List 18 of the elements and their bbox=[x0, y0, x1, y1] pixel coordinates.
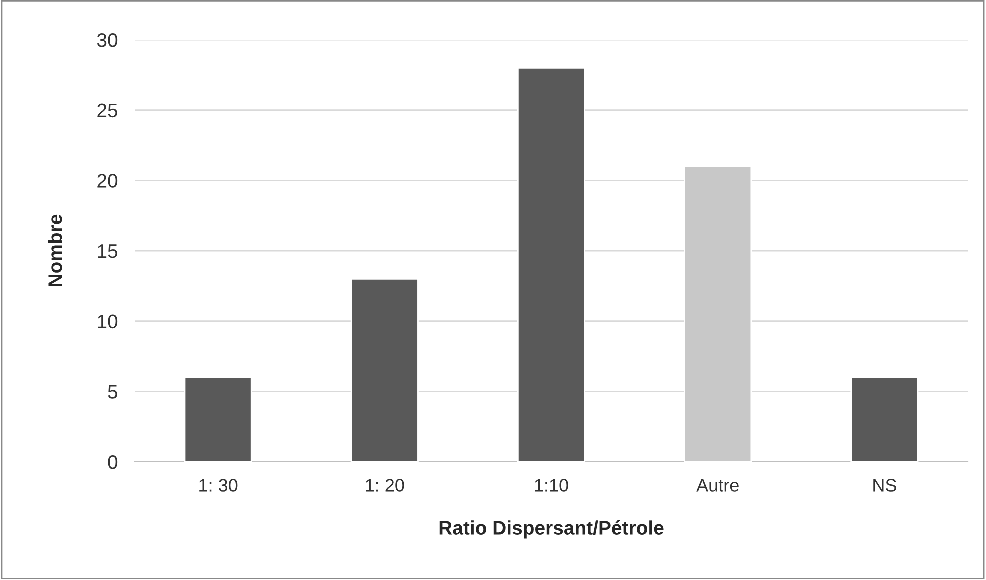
y-tick-label: 30 bbox=[97, 33, 118, 48]
x-tick-label: NS bbox=[874, 479, 896, 492]
x-tick-label: Autre bbox=[696, 479, 739, 492]
y-tick-label: 25 bbox=[98, 104, 118, 118]
y-axis-title: Nombre bbox=[48, 214, 62, 286]
x-axis-title: Ratio Dispersant/Pétrole bbox=[440, 520, 664, 539]
bar bbox=[850, 376, 919, 462]
bar bbox=[184, 376, 252, 462]
bar bbox=[350, 278, 419, 462]
y-tick-label: 5 bbox=[108, 385, 118, 399]
y-tick-label: 10 bbox=[98, 314, 118, 329]
bar bbox=[517, 67, 586, 462]
x-tick-label: 1: 20 bbox=[366, 479, 404, 492]
y-tick-label: 20 bbox=[98, 174, 118, 188]
y-tick-label: 15 bbox=[98, 244, 118, 258]
x-tick-label: 1: 30 bbox=[200, 479, 238, 492]
x-tick-label: 1:10 bbox=[535, 479, 568, 492]
y-tick-label: 0 bbox=[108, 455, 118, 470]
